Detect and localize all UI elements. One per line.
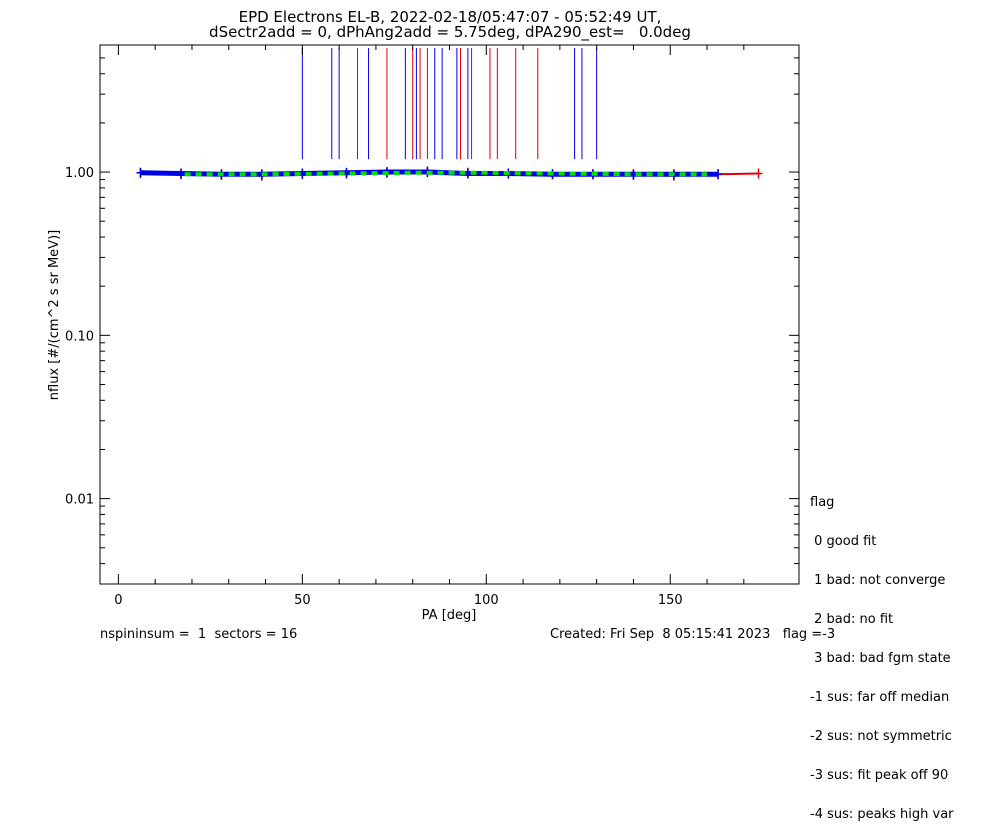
y-axis-label: nflux [#/(cm^2 s sr MeV)] [47,230,62,400]
x-tick-label: 0 [114,593,122,608]
chart-title-line1: EPD Electrons EL-B, 2022-02-18/05:47:07 … [238,8,662,26]
data-series [136,166,763,181]
y-tick-label: 0.10 [65,329,94,344]
legend-item: 2 bad: no fit [810,612,894,627]
footer-created: Created: Fri Sep 8 05:15:41 2023 flag =-… [550,627,836,642]
axes: 0 50 100 150 0.01 0.10 1.00 [65,44,799,608]
plot-frame [99,44,800,585]
legend-item: -4 sus: peaks high var [810,807,954,822]
legend-item: 0 good fit [810,534,877,549]
legend-item: 3 bad: bad fgm state [810,651,951,666]
legend-item: -1 sus: far off median [810,690,950,705]
x-tick-label: 50 [294,593,311,608]
legend-item: -2 sus: not symmetric [810,729,952,744]
legend-item: 1 bad: not converge [810,573,946,588]
legend-item: -3 sus: fit peak off 90 [810,768,949,783]
vertical-markers [301,48,598,160]
y-tick-label: 0.01 [65,493,94,508]
fit-curve [184,170,708,177]
y-tick-label: 1.00 [65,166,94,181]
x-tick-label: 150 [658,593,683,608]
flag-legend: flag 0 good fit 1 bad: not converge 2 ba… [810,470,954,834]
footer-sectors: nspininsum = 1 sectors = 16 [100,627,298,642]
x-tick-label: 100 [474,593,499,608]
chart-title-line2: dSectr2add = 0, dPhAng2add = 5.75deg, dP… [209,23,691,41]
plot-canvas: 0 50 100 150 0.01 0.10 1.00 PA [deg] nflux [#/… [47,44,800,623]
legend-heading: flag [810,495,835,510]
x-axis-label: PA [deg] [422,608,477,623]
